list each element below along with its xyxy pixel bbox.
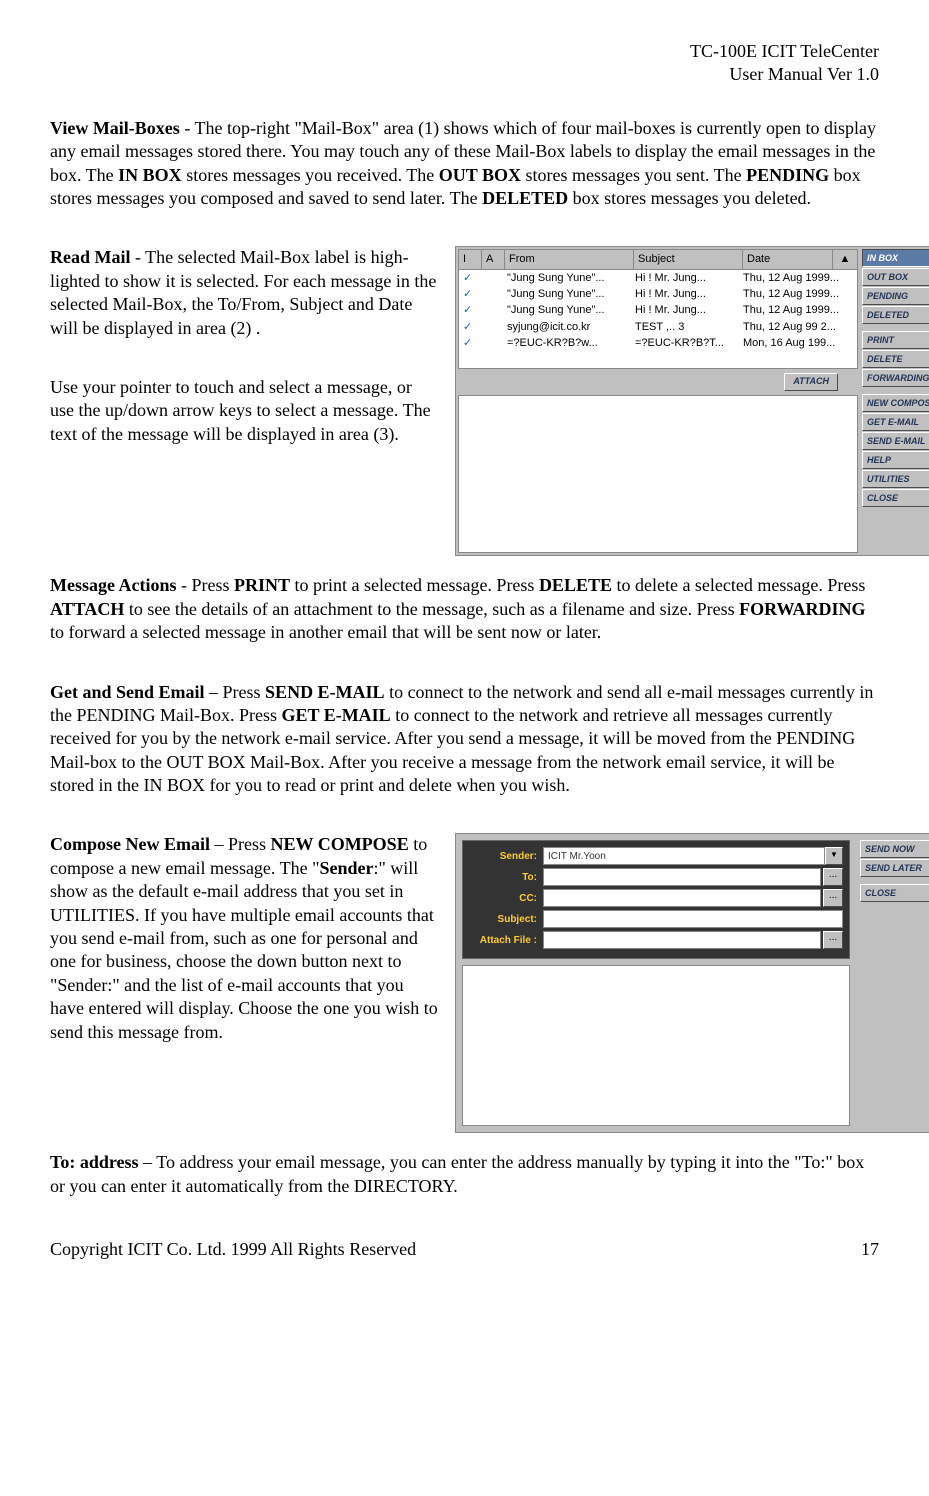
attach-label: Attach File : xyxy=(469,934,543,947)
help-button[interactable]: HELP xyxy=(862,451,929,469)
attach-browse-button[interactable]: ... xyxy=(823,931,843,949)
para-message-actions: Message Actions - Press PRINT to print a… xyxy=(50,574,879,644)
col-date[interactable]: Date xyxy=(743,250,833,268)
sender-label: Sender: xyxy=(469,850,543,863)
para-compose: Compose New Email – Press NEW COMPOSE to… xyxy=(50,833,440,1044)
to-label: To: xyxy=(469,871,543,884)
compose-form: Sender: ICIT Mr.Yoon ▼ To: ... CC: ... xyxy=(462,840,850,959)
lead: Get and Send Email xyxy=(50,682,205,702)
table-row[interactable]: ✓ "Jung Sung Yune"... Hi ! Mr. Jung... T… xyxy=(459,302,857,318)
outbox-button[interactable]: OUT BOX xyxy=(862,268,929,286)
page-header: TC-100E ICIT TeleCenter User Manual Ver … xyxy=(50,40,879,87)
close-button[interactable]: CLOSE xyxy=(860,884,929,902)
check-icon: ✓ xyxy=(459,303,481,317)
page-number: 17 xyxy=(861,1238,879,1261)
table-row[interactable]: ✓ "Jung Sung Yune"... Hi ! Mr. Jung... T… xyxy=(459,270,857,286)
check-icon: ✓ xyxy=(459,271,481,285)
col-i[interactable]: I xyxy=(459,250,482,268)
page-footer: Copyright ICIT Co. Ltd. 1999 All Rights … xyxy=(50,1238,879,1261)
forwarding-button[interactable]: FORWARDING xyxy=(862,369,929,387)
delete-button[interactable]: DELETE xyxy=(862,350,929,368)
check-icon: ✓ xyxy=(459,320,481,334)
to-browse-button[interactable]: ... xyxy=(823,868,843,886)
attach-input[interactable] xyxy=(543,931,821,949)
get-email-button[interactable]: GET E-MAIL xyxy=(862,413,929,431)
send-email-button[interactable]: SEND E-MAIL xyxy=(862,432,929,450)
cc-browse-button[interactable]: ... xyxy=(823,889,843,907)
pending-button[interactable]: PENDING xyxy=(862,287,929,305)
col-from[interactable]: From xyxy=(505,250,634,268)
check-icon: ✓ xyxy=(459,287,481,301)
deleted-button[interactable]: DELETED xyxy=(862,306,929,324)
copyright: Copyright ICIT Co. Ltd. 1999 All Rights … xyxy=(50,1238,416,1261)
lead: To: address xyxy=(50,1152,139,1172)
lead: Read Mail xyxy=(50,247,131,267)
message-body-pane xyxy=(458,395,858,553)
subject-input[interactable] xyxy=(543,910,843,928)
attach-button[interactable]: ATTACH xyxy=(784,373,838,391)
new-compose-button[interactable]: NEW COMPOSE xyxy=(862,394,929,412)
para-view-mailboxes: View Mail-Boxes - The top-right "Mail-Bo… xyxy=(50,117,879,211)
header-line-2: User Manual Ver 1.0 xyxy=(50,63,879,86)
col-subject[interactable]: Subject xyxy=(634,250,743,268)
mail-list-screenshot: I A From Subject Date ▲ ✓ "Jung Sung Yun… xyxy=(455,246,929,556)
scroll-up-icon[interactable]: ▲ xyxy=(833,250,857,268)
to-input[interactable] xyxy=(543,868,821,886)
lead: View Mail-Boxes xyxy=(50,118,180,138)
inbox-button[interactable]: IN BOX xyxy=(862,249,929,267)
compose-screenshot: Sender: ICIT Mr.Yoon ▼ To: ... CC: ... xyxy=(455,833,929,1133)
send-later-button[interactable]: SEND LATER xyxy=(860,859,929,877)
header-line-1: TC-100E ICIT TeleCenter xyxy=(50,40,879,63)
compose-body-pane[interactable] xyxy=(462,965,850,1126)
table-row[interactable]: ✓ "Jung Sung Yune"... Hi ! Mr. Jung... T… xyxy=(459,286,857,302)
sender-dropdown-icon[interactable]: ▼ xyxy=(825,847,843,865)
para-pointer: Use your pointer to touch and select a m… xyxy=(50,376,440,446)
lead: Message Actions xyxy=(50,575,176,595)
col-a[interactable]: A xyxy=(482,250,505,268)
print-button[interactable]: PRINT xyxy=(862,331,929,349)
table-row[interactable]: ✓ syjung@icit.co.kr TEST ,.. 3 Thu, 12 A… xyxy=(459,319,857,335)
cc-label: CC: xyxy=(469,892,543,905)
table-row[interactable]: ✓ =?EUC-KR?B?w... =?EUC-KR?B?T... Mon, 1… xyxy=(459,335,857,351)
sender-input[interactable]: ICIT Mr.Yoon xyxy=(543,847,825,865)
para-read-mail: Read Mail - The selected Mail-Box label … xyxy=(50,246,440,340)
check-icon: ✓ xyxy=(459,336,481,350)
utilities-button[interactable]: UTILITIES xyxy=(862,470,929,488)
message-list: I A From Subject Date ▲ ✓ "Jung Sung Yun… xyxy=(458,249,858,369)
list-header: I A From Subject Date ▲ xyxy=(459,250,857,269)
close-button[interactable]: CLOSE xyxy=(862,489,929,507)
para-to-address: To: address – To address your email mess… xyxy=(50,1151,879,1198)
lead: Compose New Email xyxy=(50,834,210,854)
para-get-send: Get and Send Email – Press SEND E-MAIL t… xyxy=(50,681,879,798)
cc-input[interactable] xyxy=(543,889,821,907)
send-now-button[interactable]: SEND NOW xyxy=(860,840,929,858)
subject-label: Subject: xyxy=(469,913,543,926)
